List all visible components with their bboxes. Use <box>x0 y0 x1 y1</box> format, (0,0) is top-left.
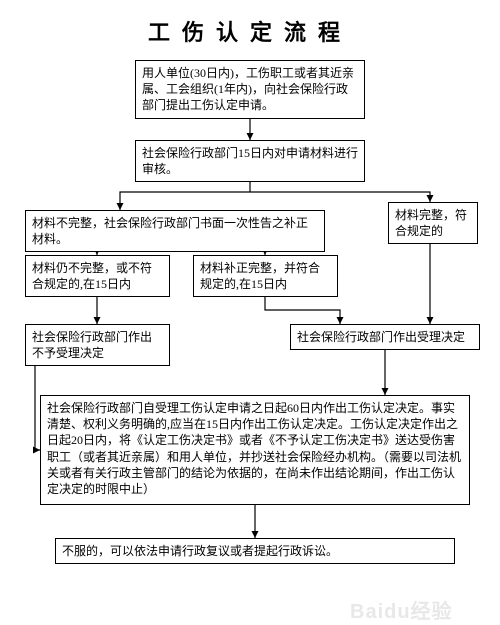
edge-3 <box>250 192 430 202</box>
flow-node-n10: 不服的，可以依法申请行政复议或者提起行政诉讼。 <box>55 538 455 564</box>
watermark: Baidu经验 <box>350 595 453 624</box>
flow-node-n9: 社会保险行政部门自受理工伤认定申请之日起60日内作出工伤认定决定。事实清楚、权利… <box>40 395 470 505</box>
flow-node-n5: 材料仍不完整，或不符合规定的,在15日内 <box>25 255 170 297</box>
flow-node-n2: 社会保险行政部门15日内对申请材料进行审核。 <box>135 140 365 182</box>
flow-node-n7: 社会保险行政部门作出不予受理决定 <box>25 324 170 366</box>
edge-8 <box>265 295 340 324</box>
flow-node-n6: 材料补正完整，并符合规定的,在15日内 <box>193 255 338 297</box>
page-title: 工伤认定流程 <box>0 15 500 47</box>
flow-node-n4: 材料完整，符合规定的 <box>388 202 478 244</box>
edge-2 <box>120 192 250 210</box>
flow-node-n1: 用人单位(30日内)，工伤职工或者其近亲属、工会组织(1年内)，向社会保险行政部… <box>135 60 365 119</box>
flow-node-n8: 社会保险行政部门作出受理决定 <box>290 324 480 350</box>
flow-node-n3: 材料不完整，社会保险行政部门书面一次性告之补正材料。 <box>25 210 325 252</box>
